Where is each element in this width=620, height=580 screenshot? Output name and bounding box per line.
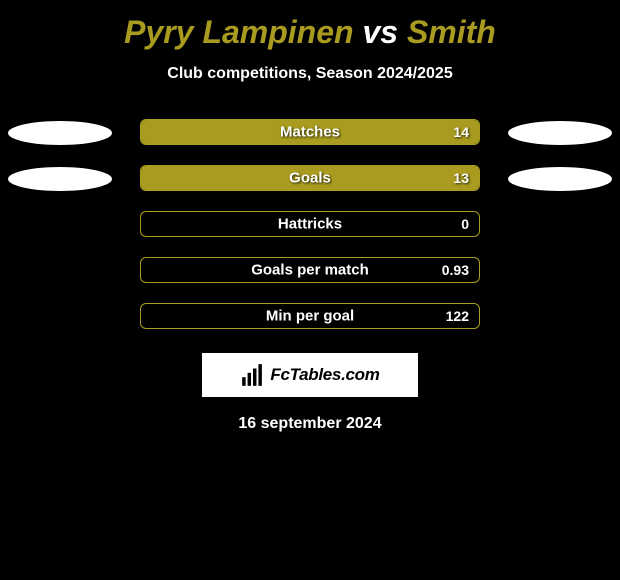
stat-label: Goals [289,170,331,187]
title-vs: vs [362,14,398,50]
stat-row: Hattricks 0 [0,211,620,239]
logo-box[interactable]: FcTables.com [202,353,418,397]
stat-bar: Min per goal 122 [140,303,480,329]
stat-value: 14 [453,124,469,140]
stat-value: 0 [461,216,469,232]
stat-label: Min per goal [266,308,354,325]
page-title: Pyry Lampinen vs Smith [0,0,620,51]
stat-label: Matches [280,124,340,141]
stat-row: Goals 13 [0,165,620,193]
date-text: 16 september 2024 [0,415,620,433]
logo-text: FcTables.com [270,365,379,385]
infographic-container: Pyry Lampinen vs Smith Club competitions… [0,0,620,580]
stat-bar: Matches 14 [140,119,480,145]
stat-label: Hattricks [278,216,342,233]
title-player1: Pyry Lampinen [124,14,353,50]
stat-label: Goals per match [251,262,369,279]
stat-bar: Goals per match 0.93 [140,257,480,283]
stat-row: Matches 14 [0,119,620,147]
stat-row: Goals per match 0.93 [0,257,620,285]
player1-marker [8,121,112,145]
bar-chart-icon [240,362,266,388]
subtitle: Club competitions, Season 2024/2025 [0,65,620,83]
stat-bar: Hattricks 0 [140,211,480,237]
title-player2: Smith [407,14,496,50]
stat-bar: Goals 13 [140,165,480,191]
stat-row: Min per goal 122 [0,303,620,331]
stats-area: Matches 14 Goals 13 Hattricks 0 Goals per matc… [0,119,620,331]
stat-value: 0.93 [442,262,469,278]
player2-marker [508,167,612,191]
player2-marker [508,121,612,145]
player1-marker [8,167,112,191]
stat-value: 122 [446,308,469,324]
stat-value: 13 [453,170,469,186]
